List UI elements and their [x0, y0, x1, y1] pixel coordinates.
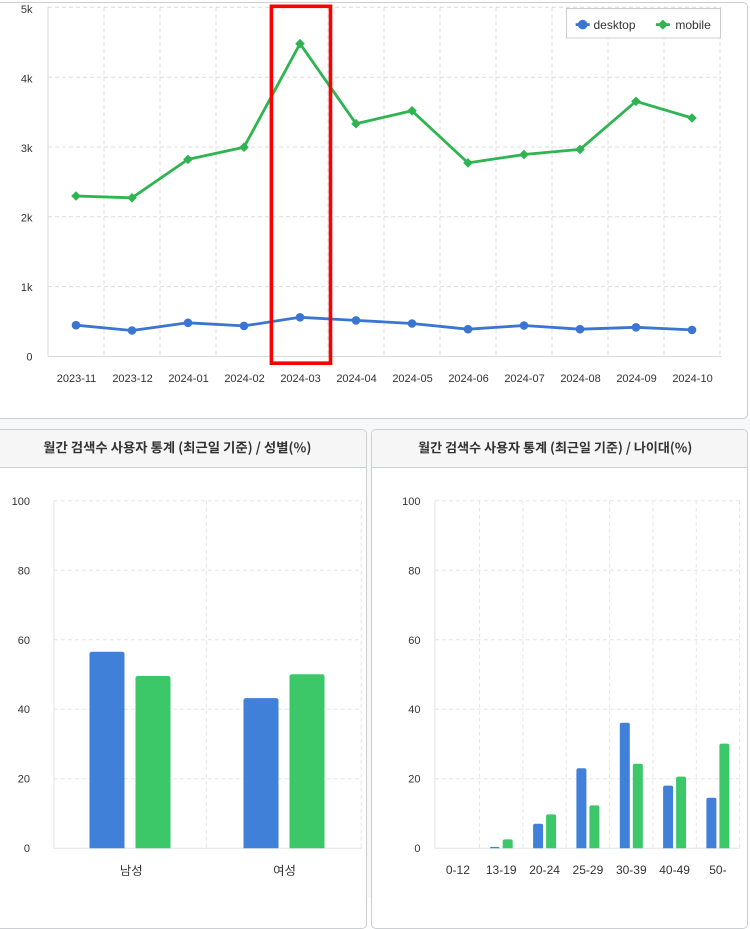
svg-text:100: 100 — [402, 496, 420, 508]
svg-text:100: 100 — [12, 496, 30, 508]
svg-text:80: 80 — [408, 565, 420, 577]
svg-text:5k: 5k — [21, 4, 33, 16]
svg-text:2024-01: 2024-01 — [168, 373, 208, 385]
svg-text:2024-04: 2024-04 — [336, 373, 376, 385]
svg-text:13-19: 13-19 — [486, 863, 517, 877]
svg-text:60: 60 — [18, 635, 30, 647]
svg-text:40: 40 — [408, 704, 420, 716]
svg-text:2023-12: 2023-12 — [112, 373, 152, 385]
svg-text:2024-02: 2024-02 — [224, 373, 264, 385]
svg-text:2024-06: 2024-06 — [448, 373, 488, 385]
svg-text:0: 0 — [24, 843, 30, 855]
svg-text:0-12: 0-12 — [446, 863, 470, 877]
svg-text:2023-11: 2023-11 — [57, 373, 97, 385]
svg-text:2024-10: 2024-10 — [672, 373, 712, 385]
svg-text:25-29: 25-29 — [573, 863, 604, 877]
svg-text:mobile: mobile — [675, 18, 711, 32]
svg-text:60: 60 — [408, 635, 420, 647]
svg-text:2024-08: 2024-08 — [560, 373, 600, 385]
svg-text:20: 20 — [18, 774, 30, 786]
svg-text:0: 0 — [414, 843, 420, 855]
svg-text:4k: 4k — [21, 74, 33, 86]
svg-text:2024-03: 2024-03 — [280, 373, 320, 385]
svg-text:20-24: 20-24 — [529, 863, 560, 877]
svg-text:80: 80 — [18, 565, 30, 577]
svg-text:50-: 50- — [709, 863, 726, 877]
svg-text:0: 0 — [26, 352, 32, 364]
svg-text:3k: 3k — [21, 143, 33, 155]
svg-text:30-39: 30-39 — [616, 863, 647, 877]
svg-text:1k: 1k — [21, 282, 33, 294]
svg-text:2k: 2k — [21, 213, 33, 225]
svg-text:40: 40 — [18, 704, 30, 716]
svg-text:2024-05: 2024-05 — [392, 373, 432, 385]
svg-text:2024-07: 2024-07 — [504, 373, 544, 385]
svg-text:20: 20 — [408, 774, 420, 786]
svg-text:2024-09: 2024-09 — [616, 373, 656, 385]
svg-text:40-49: 40-49 — [659, 863, 690, 877]
svg-text:desktop: desktop — [594, 18, 636, 32]
